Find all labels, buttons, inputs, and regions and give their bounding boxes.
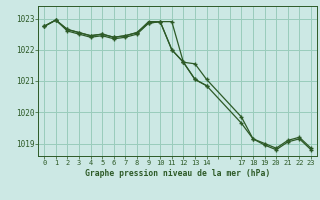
X-axis label: Graphe pression niveau de la mer (hPa): Graphe pression niveau de la mer (hPa)	[85, 169, 270, 178]
